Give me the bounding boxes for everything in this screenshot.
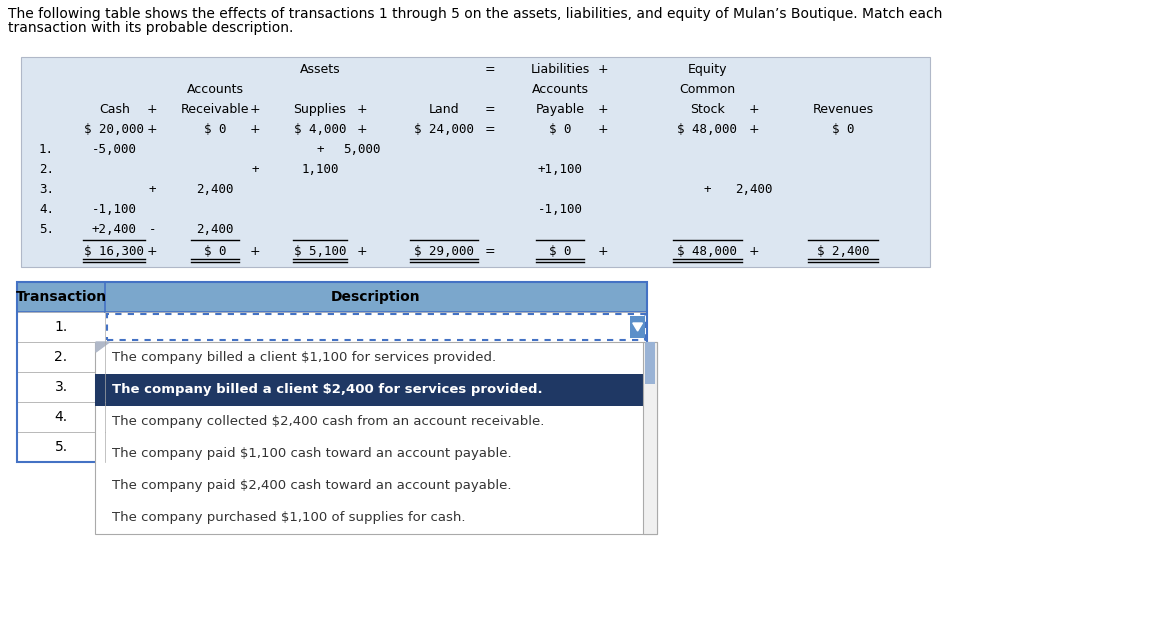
Text: 2,400: 2,400 <box>735 183 773 196</box>
Text: +: + <box>250 123 260 136</box>
Text: transaction with its probable description.: transaction with its probable descriptio… <box>8 21 293 35</box>
Text: Assets: Assets <box>300 63 340 76</box>
Text: $ 0: $ 0 <box>204 123 226 136</box>
Text: 2.: 2. <box>55 350 68 364</box>
Text: -5,000: -5,000 <box>92 143 137 156</box>
Text: +: + <box>748 123 760 136</box>
Text: The company purchased $1,100 of supplies for cash.: The company purchased $1,100 of supplies… <box>112 511 466 524</box>
Text: $ 4,000: $ 4,000 <box>294 123 347 136</box>
Text: +: + <box>704 183 711 196</box>
Text: +: + <box>598 63 608 76</box>
Text: =: = <box>485 63 496 76</box>
Text: Description: Description <box>331 290 421 304</box>
Text: 2,400: 2,400 <box>196 183 233 196</box>
Text: -1,100: -1,100 <box>92 203 137 216</box>
Text: Accounts: Accounts <box>187 83 244 96</box>
Text: =: = <box>485 103 496 116</box>
Text: $ 2,400: $ 2,400 <box>817 245 869 258</box>
Text: =: = <box>485 123 496 136</box>
Text: 2.: 2. <box>39 163 54 176</box>
Text: Equity: Equity <box>687 63 727 76</box>
Text: +: + <box>250 103 260 116</box>
Text: The following table shows the effects of transactions 1 through 5 on the assets,: The following table shows the effects of… <box>8 7 942 21</box>
Bar <box>630 316 645 338</box>
Text: Revenues: Revenues <box>812 103 874 116</box>
Text: +1,100: +1,100 <box>538 163 582 176</box>
Text: 5.: 5. <box>55 440 68 454</box>
Bar <box>18 282 648 312</box>
Text: The company paid $1,100 cash toward an account payable.: The company paid $1,100 cash toward an a… <box>112 447 512 460</box>
Text: Payable: Payable <box>536 103 585 116</box>
Bar <box>643 342 657 534</box>
Text: $ 0: $ 0 <box>548 245 572 258</box>
Bar <box>18 282 648 462</box>
Text: +2,400: +2,400 <box>92 223 137 236</box>
Bar <box>21 57 930 267</box>
Text: +: + <box>356 103 366 116</box>
Text: +: + <box>147 103 158 116</box>
Text: 5.: 5. <box>39 223 54 236</box>
Text: $ 0: $ 0 <box>204 245 226 258</box>
Text: +: + <box>598 103 608 116</box>
Bar <box>18 432 648 462</box>
Text: +: + <box>598 123 608 136</box>
Bar <box>95 374 643 406</box>
Text: 2,400: 2,400 <box>196 223 233 236</box>
Text: $ 0: $ 0 <box>548 123 572 136</box>
Text: $ 48,000: $ 48,000 <box>677 123 738 136</box>
Text: $ 16,300: $ 16,300 <box>84 245 145 258</box>
Text: +: + <box>250 245 260 258</box>
Text: Liabilities: Liabilities <box>531 63 589 76</box>
Polygon shape <box>96 342 110 352</box>
Text: $ 29,000: $ 29,000 <box>414 245 474 258</box>
Text: +: + <box>748 103 760 116</box>
Text: $ 24,000: $ 24,000 <box>414 123 474 136</box>
Text: 4.: 4. <box>55 410 68 424</box>
Text: Stock: Stock <box>690 103 725 116</box>
Bar <box>18 402 648 432</box>
Text: +: + <box>748 245 760 258</box>
Text: $ 20,000: $ 20,000 <box>84 123 145 136</box>
Text: Cash: Cash <box>99 103 130 116</box>
Text: -1,100: -1,100 <box>538 203 582 216</box>
Text: +: + <box>147 123 158 136</box>
Text: $ 48,000: $ 48,000 <box>677 245 738 258</box>
Text: Common: Common <box>679 83 735 96</box>
Bar <box>18 372 648 402</box>
Text: Supplies: Supplies <box>293 103 347 116</box>
Polygon shape <box>633 323 643 331</box>
Text: $ 0: $ 0 <box>832 123 854 136</box>
Text: Transaction: Transaction <box>15 290 106 304</box>
Text: +: + <box>148 183 156 196</box>
Text: Land: Land <box>428 103 459 116</box>
Text: +: + <box>356 123 366 136</box>
Bar <box>645 342 655 384</box>
Bar <box>18 312 648 342</box>
Text: Receivable: Receivable <box>181 103 250 116</box>
Bar <box>18 342 648 372</box>
Text: +: + <box>251 163 259 176</box>
Text: +: + <box>598 245 608 258</box>
Text: =: = <box>485 245 496 258</box>
Bar <box>95 342 657 534</box>
Text: The company billed a client $2,400 for services provided.: The company billed a client $2,400 for s… <box>112 384 543 397</box>
Text: The company collected $2,400 cash from an account receivable.: The company collected $2,400 cash from a… <box>112 415 545 428</box>
Text: 1,100: 1,100 <box>301 163 338 176</box>
Text: 3.: 3. <box>39 183 54 196</box>
Text: 4.: 4. <box>39 203 54 216</box>
Text: +: + <box>147 245 158 258</box>
Text: 5,000: 5,000 <box>343 143 380 156</box>
Text: 3.: 3. <box>55 380 68 394</box>
Text: 1.: 1. <box>55 320 68 334</box>
Text: 1.: 1. <box>39 143 54 156</box>
Text: Accounts: Accounts <box>532 83 588 96</box>
Text: The company paid $2,400 cash toward an account payable.: The company paid $2,400 cash toward an a… <box>112 479 512 492</box>
Text: $ 5,100: $ 5,100 <box>294 245 347 258</box>
Text: -: - <box>148 223 156 236</box>
Text: The company billed a client $1,100 for services provided.: The company billed a client $1,100 for s… <box>112 352 496 365</box>
Text: +: + <box>356 245 366 258</box>
Bar <box>106 314 645 340</box>
Text: +: + <box>316 143 323 156</box>
